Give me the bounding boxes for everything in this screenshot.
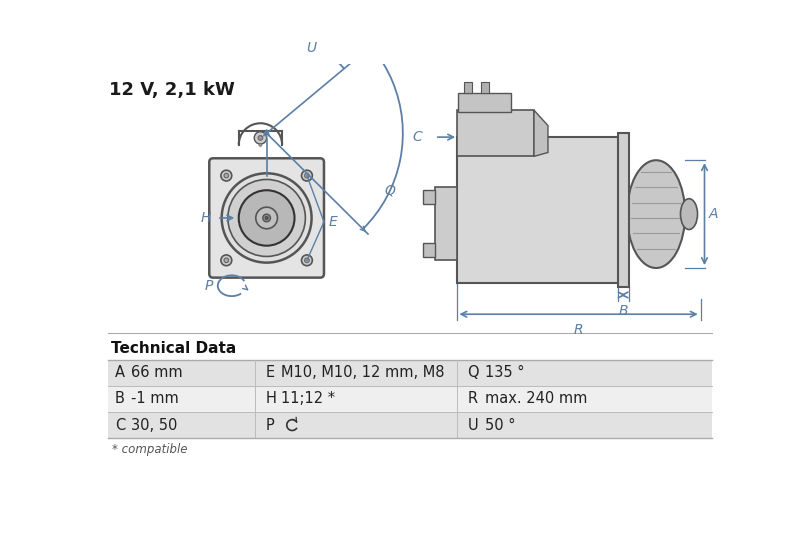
Circle shape bbox=[254, 132, 266, 144]
Text: U: U bbox=[306, 41, 317, 55]
Bar bbox=[482, 83, 489, 93]
Text: M10, M10, 12 mm, M8: M10, M10, 12 mm, M8 bbox=[282, 365, 445, 380]
Circle shape bbox=[222, 173, 311, 263]
Text: -1 mm: -1 mm bbox=[131, 391, 178, 406]
Bar bbox=[423, 190, 435, 204]
Circle shape bbox=[305, 173, 310, 178]
Text: B: B bbox=[618, 304, 628, 318]
Text: P: P bbox=[204, 279, 213, 293]
Bar bbox=[108, 386, 712, 412]
Text: 135 °: 135 ° bbox=[485, 365, 525, 380]
Text: C: C bbox=[114, 417, 125, 433]
Ellipse shape bbox=[627, 160, 685, 268]
Circle shape bbox=[224, 173, 229, 178]
Text: R: R bbox=[467, 391, 478, 406]
Circle shape bbox=[258, 135, 262, 140]
Text: E: E bbox=[266, 365, 275, 380]
Text: A: A bbox=[114, 365, 125, 380]
Circle shape bbox=[228, 180, 306, 256]
Bar bbox=[108, 360, 712, 386]
Circle shape bbox=[305, 258, 310, 263]
Bar bbox=[618, 133, 629, 287]
Text: B: B bbox=[114, 391, 125, 406]
Bar bbox=[435, 187, 457, 260]
Text: max. 240 mm: max. 240 mm bbox=[485, 391, 587, 406]
Bar bbox=[464, 83, 472, 93]
Circle shape bbox=[238, 190, 294, 246]
Text: R: R bbox=[574, 324, 583, 337]
FancyBboxPatch shape bbox=[210, 158, 324, 278]
Text: Q: Q bbox=[384, 183, 395, 197]
Text: P: P bbox=[266, 417, 274, 433]
Bar bbox=[458, 93, 510, 112]
Bar bbox=[457, 137, 619, 284]
Circle shape bbox=[302, 170, 312, 181]
Text: H: H bbox=[201, 211, 211, 225]
Circle shape bbox=[221, 255, 232, 265]
Polygon shape bbox=[534, 110, 548, 156]
Text: U: U bbox=[467, 417, 478, 433]
Text: E: E bbox=[329, 215, 338, 229]
Circle shape bbox=[221, 170, 232, 181]
Circle shape bbox=[224, 258, 229, 263]
Circle shape bbox=[302, 255, 312, 265]
Text: Q: Q bbox=[467, 365, 479, 380]
Text: 50 °: 50 ° bbox=[485, 417, 516, 433]
Text: 30, 50: 30, 50 bbox=[131, 417, 178, 433]
Text: Technical Data: Technical Data bbox=[111, 341, 236, 356]
Text: 11;12 *: 11;12 * bbox=[282, 391, 335, 406]
Text: H: H bbox=[266, 391, 277, 406]
Text: C: C bbox=[413, 130, 422, 144]
Text: 66 mm: 66 mm bbox=[131, 365, 182, 380]
Text: 12 V, 2,1 kW: 12 V, 2,1 kW bbox=[110, 81, 235, 99]
Bar bbox=[457, 110, 534, 156]
Bar bbox=[108, 412, 712, 438]
Circle shape bbox=[265, 216, 268, 220]
Circle shape bbox=[259, 143, 262, 147]
Text: A: A bbox=[708, 207, 718, 221]
Circle shape bbox=[256, 207, 278, 229]
Circle shape bbox=[262, 214, 270, 222]
Text: * compatible: * compatible bbox=[112, 443, 188, 456]
Ellipse shape bbox=[681, 199, 698, 230]
Bar bbox=[423, 244, 435, 257]
